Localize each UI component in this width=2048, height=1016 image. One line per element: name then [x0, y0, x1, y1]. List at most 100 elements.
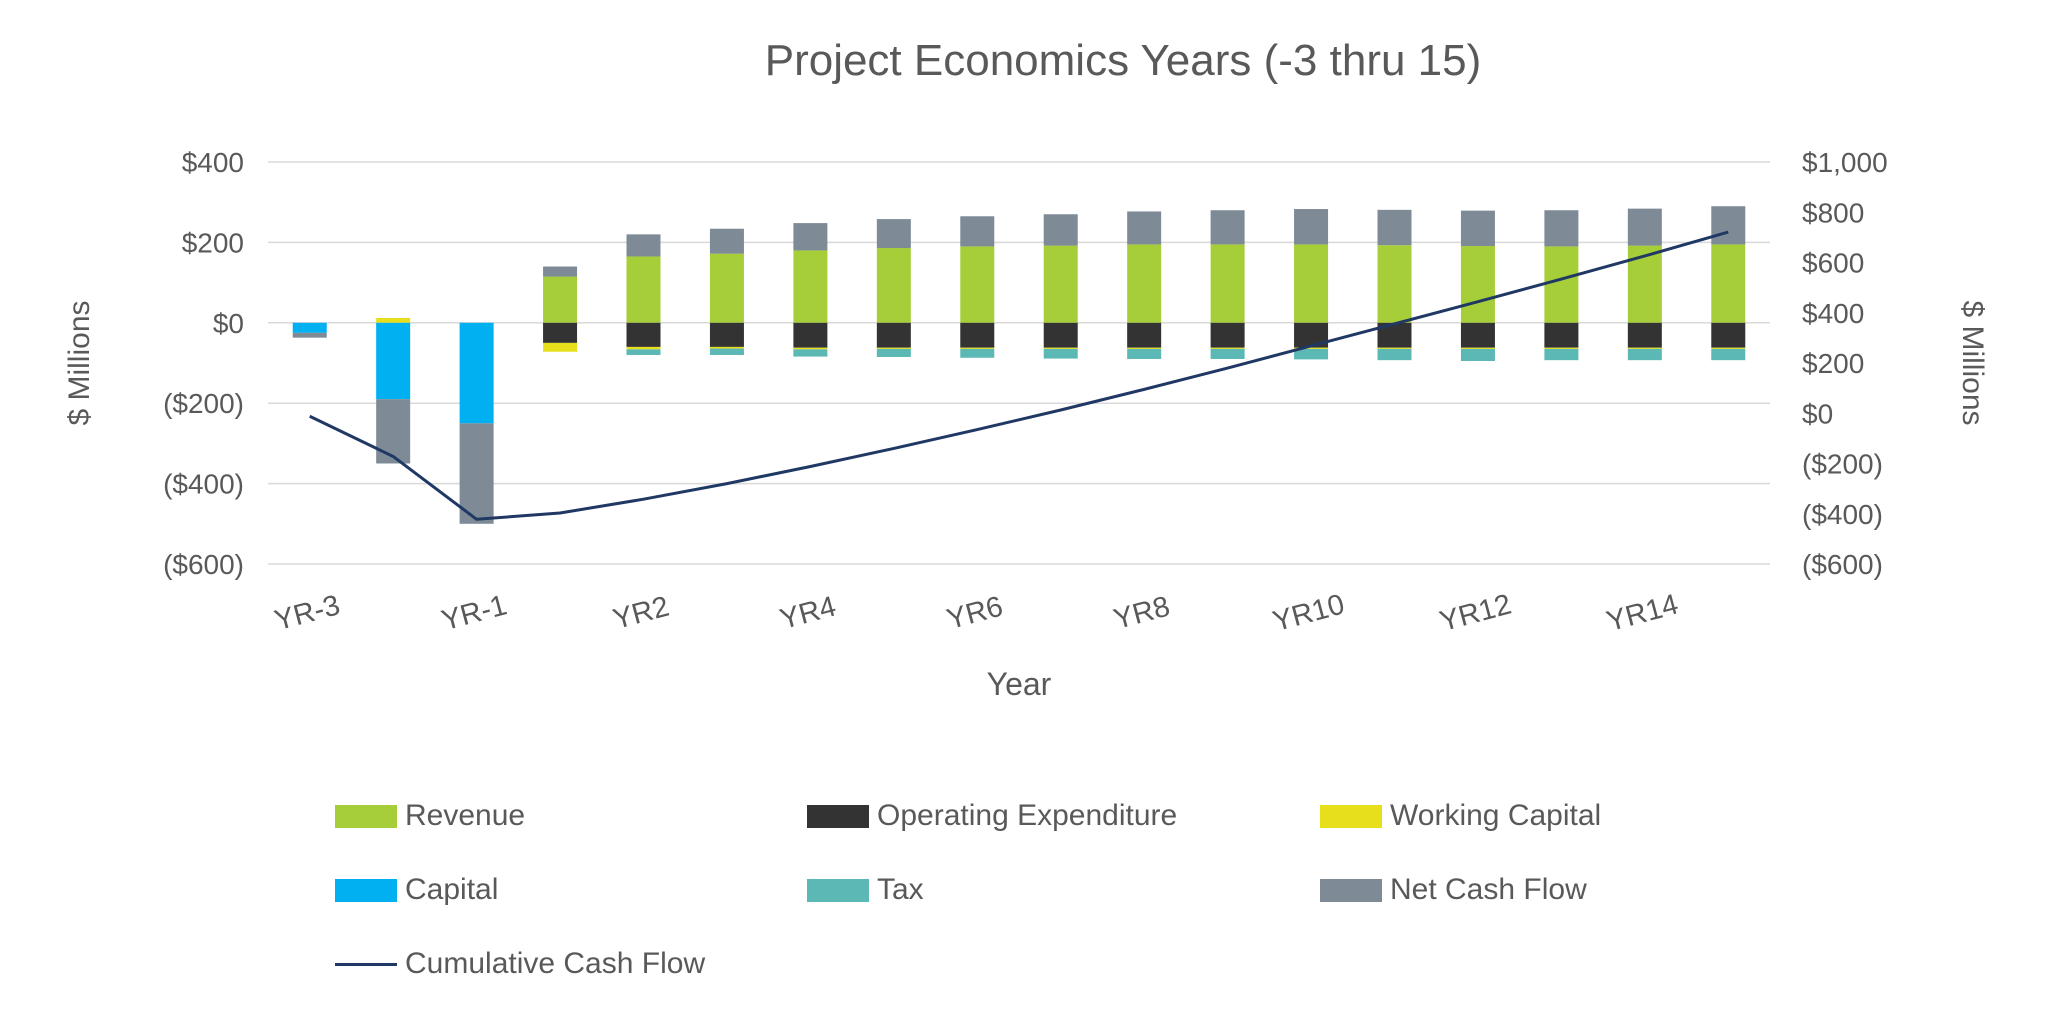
bar-segment-working-capital — [1210, 347, 1245, 349]
right-axis-tick-label: $800 — [1802, 197, 1864, 228]
bar-segment-revenue — [1544, 246, 1579, 323]
x-axis-tick-label: YR8 — [1110, 591, 1173, 637]
bar-segment-working-capital — [1711, 347, 1746, 349]
bar-segment-capital — [376, 322, 411, 400]
right-axis-tick-label: ($200) — [1802, 449, 1883, 480]
legend-item-cumulative-cash-flow: Cumulative Cash Flow — [335, 944, 705, 984]
bar-segment-revenue — [1043, 245, 1078, 323]
bar-segment-tax — [793, 349, 828, 357]
x-axis-tick-label: YR14 — [1603, 588, 1681, 638]
bar-segment-tax — [1210, 348, 1245, 359]
x-axis-tick-label: YR6 — [944, 591, 1007, 637]
bar-segment-working-capital — [960, 347, 995, 349]
bar-segment-operating-expenditure — [876, 322, 911, 348]
bar-segment-net-cash-flow — [292, 332, 327, 338]
x-axis-tick-label: YR-1 — [438, 589, 510, 637]
bar-segment-net-cash-flow — [1711, 206, 1746, 245]
legend-label: Revenue — [405, 799, 526, 832]
bar-segment-revenue — [1460, 246, 1495, 323]
bar-segment-net-cash-flow — [1043, 214, 1078, 246]
legend-swatch-working-capital-box — [1320, 804, 1382, 828]
x-axis-title: Year — [986, 666, 1052, 702]
bar-segment-net-cash-flow — [1127, 211, 1162, 245]
bar-segment-operating-expenditure — [1544, 322, 1579, 348]
legend-label: Operating Expenditure — [877, 799, 1178, 832]
bar-segment-working-capital — [1127, 347, 1162, 349]
bar-segment-operating-expenditure — [960, 322, 995, 348]
bar-segment-working-capital — [543, 342, 578, 352]
bar-segment-tax — [709, 348, 744, 355]
bar-segment-operating-expenditure — [709, 322, 744, 347]
bar-segment-revenue — [793, 250, 828, 323]
right-axis-tick-label: $200 — [1802, 348, 1864, 379]
legend-swatch-capital-box — [335, 878, 397, 902]
left-axis-tick-label: ($200) — [163, 388, 244, 419]
legend-label: Net Cash Flow — [1390, 873, 1587, 906]
bar-segment-revenue — [1210, 244, 1245, 323]
bar-segment-operating-expenditure — [1127, 322, 1162, 348]
legend: Revenue Operating Expenditure Working Capi… — [0, 796, 2048, 1016]
right-axis-tick-label: $600 — [1802, 248, 1864, 279]
bar-segment-working-capital — [1377, 347, 1412, 349]
right-axis-tick-label: $400 — [1802, 298, 1864, 329]
legend-item-working-capital: Working Capital — [1320, 796, 1601, 836]
bar-segment-net-cash-flow — [1627, 208, 1662, 246]
bar-segment-working-capital — [1043, 347, 1078, 349]
bar-segment-net-cash-flow — [1377, 209, 1412, 246]
legend-item-capital: Capital — [335, 870, 498, 910]
legend-label: Capital — [405, 873, 499, 906]
bar-segment-operating-expenditure — [1210, 322, 1245, 348]
bar-segment-tax — [1043, 348, 1078, 359]
bar-segment-net-cash-flow — [876, 219, 911, 249]
right-axis-tick-label: ($400) — [1802, 499, 1883, 530]
plot-area: $400 $200 $0 ($200) ($400) ($600) $1,000 $800 $6… — [163, 147, 1888, 638]
bar-segment-net-cash-flow — [793, 223, 828, 251]
bar-segment-tax — [960, 348, 995, 358]
bar-segment-working-capital — [376, 317, 411, 323]
bar-segment-working-capital — [1544, 347, 1579, 349]
bar-segment-tax — [626, 349, 661, 355]
bar-segment-operating-expenditure — [543, 322, 578, 343]
bar-segment-net-cash-flow — [960, 216, 995, 247]
bar-segment-net-cash-flow — [626, 234, 661, 257]
x-axis-tick-label: YR-3 — [271, 589, 343, 637]
bar-segment-working-capital — [876, 347, 911, 349]
right-axis-title: $ Millions — [1956, 300, 1989, 426]
bar-segment-tax — [1460, 348, 1495, 361]
chart-title: Project Economics Years (-3 thru 15) — [764, 36, 1482, 85]
legend-label: Working Capital — [1390, 799, 1602, 832]
bar-segment-revenue — [626, 256, 661, 323]
right-axis-tick-label: $1,000 — [1802, 147, 1888, 178]
bar-segment-capital — [459, 322, 494, 424]
bar-segment-tax — [1627, 348, 1662, 361]
legend-swatch-operating-expenditure-box — [807, 804, 869, 828]
right-axis-tick-label: $0 — [1802, 398, 1833, 429]
legend-swatch-revenue-box — [335, 804, 397, 828]
bar-segment-operating-expenditure — [626, 322, 661, 347]
cumulative-cash-flow-line — [309, 230, 1729, 521]
left-axis-tick-label: $0 — [213, 308, 244, 339]
legend-item-operating-expenditure: Operating Expenditure — [807, 796, 1177, 836]
x-axis-tick-label: YR12 — [1436, 588, 1514, 638]
left-axis-tick-label: $200 — [182, 227, 244, 258]
bar-segment-revenue — [960, 246, 995, 323]
legend-label: Cumulative Cash Flow — [405, 947, 706, 980]
legend-swatch-cumulative-cash-flow-line — [335, 962, 397, 966]
bar-segment-tax — [1544, 348, 1579, 361]
x-axis-tick-label: YR4 — [777, 591, 840, 637]
bar-segment-revenue — [1127, 244, 1162, 323]
bar-segment-net-cash-flow — [709, 228, 744, 254]
left-axis-tick-label: ($600) — [163, 549, 244, 580]
legend-swatch-tax-box — [807, 878, 869, 902]
bar-segment-revenue — [543, 276, 578, 323]
bar-segment-net-cash-flow — [1460, 210, 1495, 247]
bar-segment-working-capital — [626, 346, 661, 350]
left-axis-title: $ Millions — [63, 300, 96, 426]
bar-segment-net-cash-flow — [376, 399, 411, 464]
bar-segment-operating-expenditure — [1043, 322, 1078, 348]
bar-segment-tax — [1294, 348, 1329, 360]
bar-segment-revenue — [1711, 244, 1746, 323]
legend-item-tax: Tax — [807, 870, 924, 910]
bar-segment-operating-expenditure — [1460, 322, 1495, 348]
bar-segment-tax — [1377, 348, 1412, 361]
